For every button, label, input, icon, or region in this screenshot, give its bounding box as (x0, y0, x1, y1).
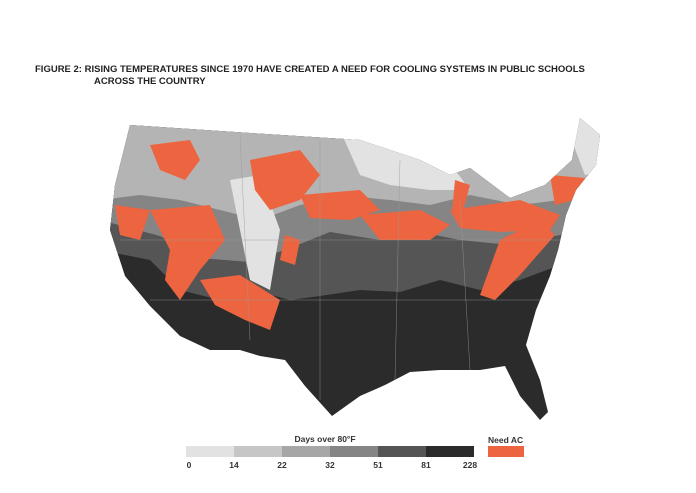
legend-swatch (330, 446, 378, 457)
figure-title: FIGURE 2: RISING TEMPERATURES SINCE 1970… (35, 64, 585, 75)
need-ac-swatch (488, 446, 524, 457)
legend-swatch (378, 446, 426, 457)
legend-tick-label: 228 (463, 460, 477, 470)
figure-title: ACROSS THE COUNTRY (94, 76, 206, 87)
need-ac-label: Need AC (488, 435, 523, 445)
us-map (110, 118, 600, 420)
legend-swatch (282, 446, 330, 457)
legend-tick-label: 22 (277, 460, 287, 470)
legend-tick-label: 51 (373, 460, 383, 470)
legend-swatch (186, 446, 234, 457)
legend-tick-label: 81 (421, 460, 431, 470)
legend: 0 14 22 32 51 81 228 Need AC (186, 435, 524, 470)
legend-swatch (234, 446, 282, 457)
legend-tick-label: 0 (187, 460, 192, 470)
legend-tick-label: 32 (325, 460, 335, 470)
state-borders (110, 118, 600, 400)
legend-swatch (426, 446, 474, 457)
legend-tick-label: 14 (229, 460, 239, 470)
legend-title: Days over 80°F (294, 434, 355, 444)
